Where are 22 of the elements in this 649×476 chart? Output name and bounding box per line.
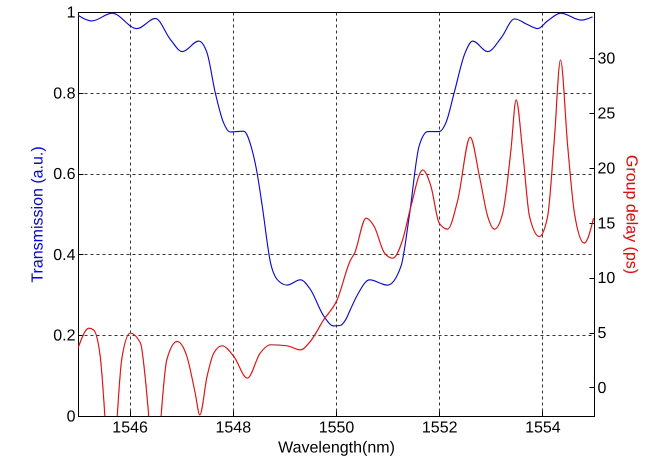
y-tick-label: 0.4 [53, 246, 76, 264]
x-tick-label: 1554 [525, 420, 561, 436]
y2-tick-label: 25 [598, 106, 616, 122]
x-tick-label: 1552 [422, 420, 458, 436]
y2-tick-label: 5 [598, 325, 606, 342]
y2-tick-label: 30 [598, 50, 616, 68]
x-tick-label: 1550 [318, 420, 354, 436]
y2-tick-label: 15 [598, 215, 616, 232]
y2-tick-label: 10 [598, 270, 616, 288]
y-tick-label: 0 [66, 408, 76, 426]
x-axis-title: Wavelength(nm) [278, 440, 395, 456]
x-tick-label: 1546 [112, 420, 148, 436]
y-tick-label: 0.8 [53, 85, 76, 102]
y-tick-label: 0.2 [53, 328, 76, 345]
y2-axis-title: Group delay (ps) [622, 154, 640, 274]
line-series [78, 12, 593, 326]
y2-tick-label: 20 [598, 160, 616, 178]
y-tick-label: 1 [66, 4, 76, 22]
y-tick-label: 0.6 [53, 166, 76, 184]
x-tick-label: 1548 [216, 420, 252, 436]
y-axis-title: Transmission (a.u.) [29, 146, 46, 283]
y2-tick-label: 0 [598, 380, 606, 397]
